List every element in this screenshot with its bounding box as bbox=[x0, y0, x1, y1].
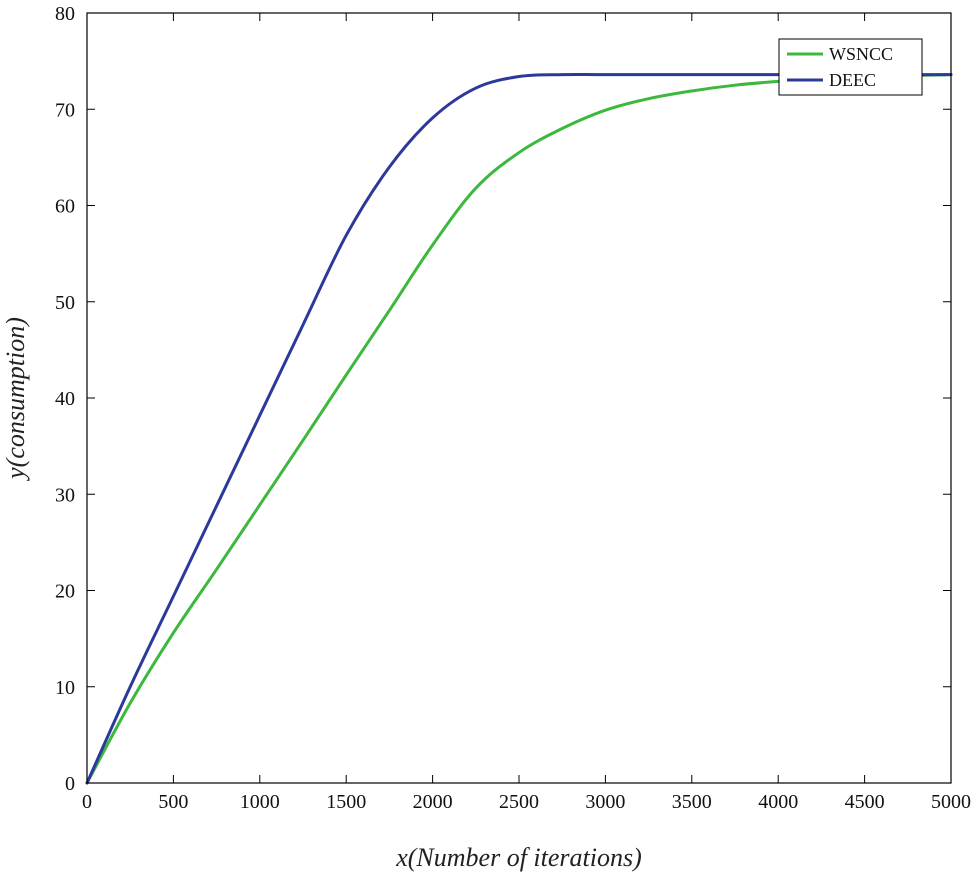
y-tick-label: 0 bbox=[65, 773, 75, 795]
x-tick-label: 4000 bbox=[758, 791, 798, 813]
x-tick-label: 1000 bbox=[240, 791, 280, 813]
x-tick-label: 500 bbox=[158, 791, 188, 813]
x-tick-label: 2000 bbox=[413, 791, 453, 813]
legend-box bbox=[778, 38, 923, 96]
series-layer bbox=[85, 72, 953, 785]
series-line-wsncc bbox=[85, 73, 953, 785]
legend: WSNCC DEEC bbox=[778, 38, 923, 96]
legend-label-wsncc: WSNCC bbox=[829, 44, 893, 64]
series-line-deec bbox=[85, 72, 953, 785]
y-axis-title: y(consumption) bbox=[1, 317, 30, 482]
x-axis-title: x(Number of iterations) bbox=[395, 843, 642, 872]
x-tick-label: 3500 bbox=[672, 791, 712, 813]
x-tick-label: 2500 bbox=[499, 791, 539, 813]
y-tick-label: 80 bbox=[55, 3, 75, 25]
y-tick-label: 10 bbox=[55, 677, 75, 699]
y-tick-label: 50 bbox=[55, 292, 75, 314]
ticks-layer: 0 500 1000 1500 2000 2500 3000 3500 4000 4500 5000… bbox=[55, 3, 971, 813]
plot-frame bbox=[86, 12, 952, 784]
x-tick-label: 0 bbox=[82, 791, 92, 813]
y-tick-label: 70 bbox=[55, 99, 75, 121]
y-tick-label: 30 bbox=[55, 484, 75, 506]
x-tick-label: 5000 bbox=[931, 791, 971, 813]
y-tick-label: 40 bbox=[55, 388, 75, 410]
x-tick-label: 4500 bbox=[845, 791, 885, 813]
y-tick-label: 20 bbox=[55, 581, 75, 603]
x-tick-label: 3000 bbox=[585, 791, 625, 813]
y-tick-label: 60 bbox=[55, 196, 75, 218]
legend-label-deec: DEEC bbox=[829, 70, 876, 90]
x-tick-label: 1500 bbox=[326, 791, 366, 813]
